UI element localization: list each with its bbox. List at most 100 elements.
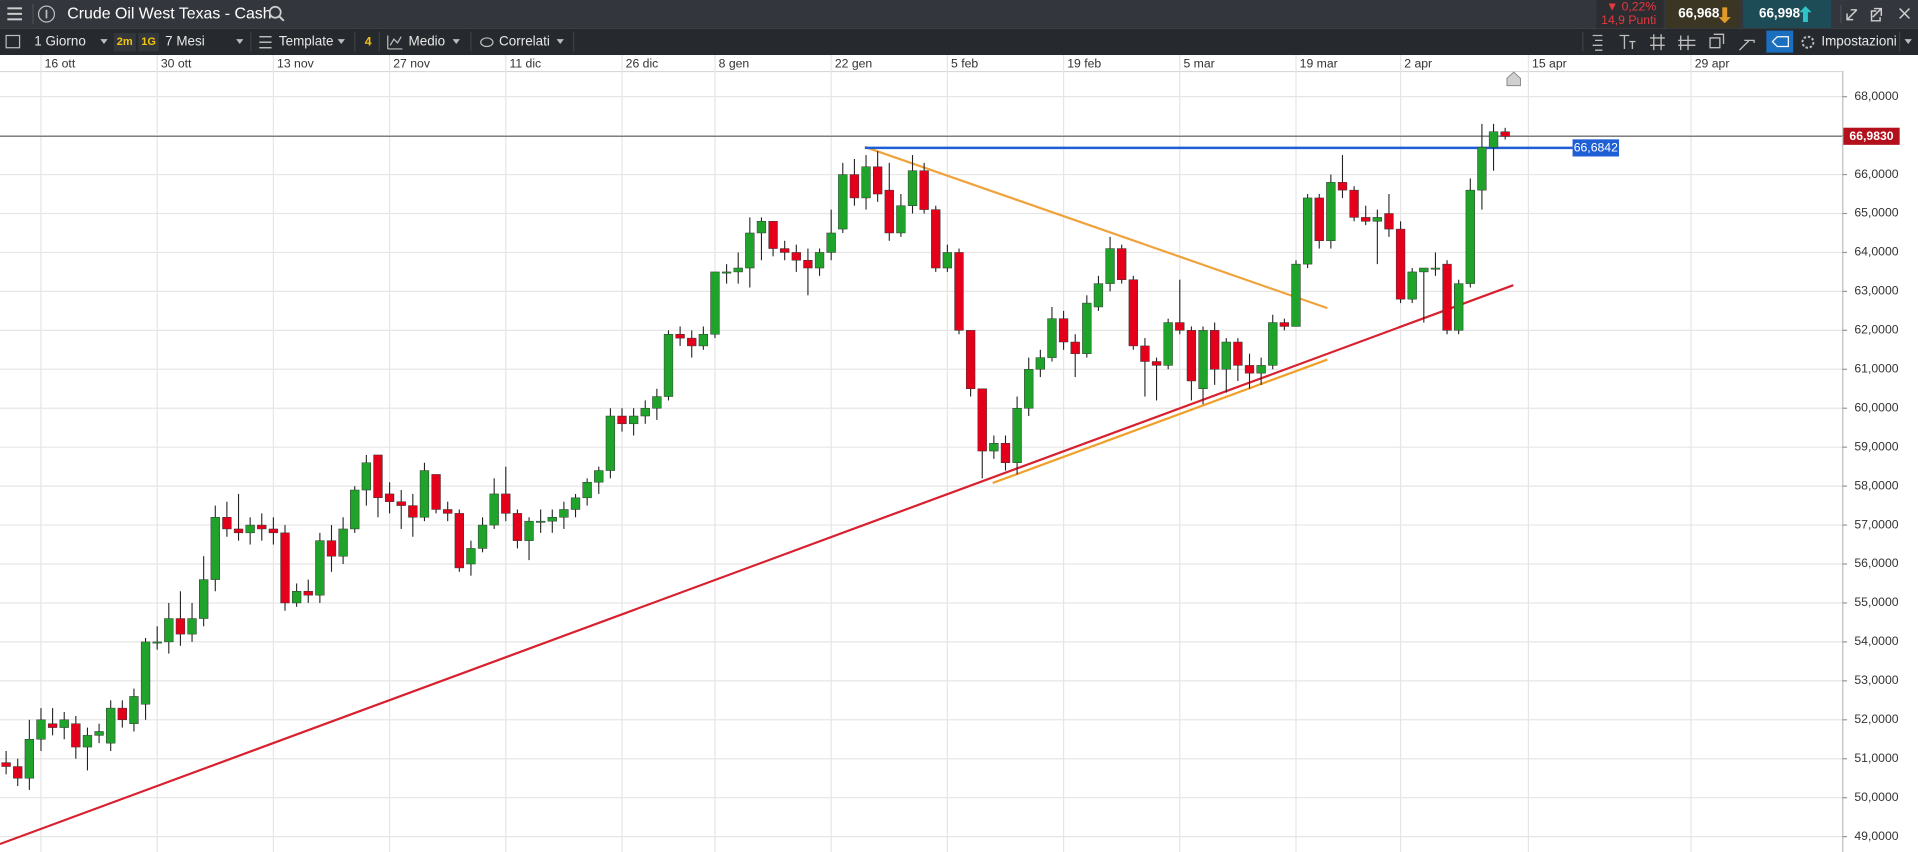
candle-body [443,509,453,514]
candle-body [140,641,151,705]
buy-button[interactable] [1743,0,1832,29]
candle-body [1337,182,1348,191]
interval-chip[interactable]: 1G [141,36,156,48]
grid-button[interactable] [1650,34,1665,51]
candle-body [47,723,58,728]
candle-body [1,762,11,767]
candle-body [175,618,186,635]
candle-body [745,232,755,269]
candle-body [384,493,395,502]
chip-bg [113,33,136,52]
candle-body [1302,197,1313,265]
minimize-button[interactable] [1846,9,1858,21]
panel-toggle[interactable] [5,34,21,49]
candle-body [1500,131,1510,137]
candle-body [884,189,894,234]
y-tick-label: 58,0000 [1854,478,1898,492]
candle-body [931,209,941,269]
tool-button[interactable] [1592,34,1603,51]
drawing-button[interactable] [1678,35,1696,51]
candle-body [1326,182,1336,242]
close-button[interactable] [1899,8,1910,19]
y-tick-label: 62,0000 [1854,323,1898,337]
candle-body [896,205,906,234]
dropdown-arrow [337,39,345,45]
interval-chip[interactable]: 2m [117,36,133,48]
layers-button[interactable] [1709,33,1725,49]
y-tick-label: 65,0000 [1854,206,1898,220]
candle-body [698,333,708,347]
candle-body [1372,217,1382,222]
candle-body [547,517,557,522]
candle-body [1082,302,1092,354]
candle-body [117,707,127,721]
candle-body [559,509,569,518]
candle-body [106,707,116,744]
text-tool-button[interactable] [1619,34,1636,49]
y-tick-label: 51,0000 [1854,751,1898,765]
candle-body [977,388,987,452]
y-tick-label: 63,0000 [1854,284,1898,298]
buy-arrow [1799,6,1812,23]
candle-body [710,271,720,335]
sell-price: 66,968 [1678,6,1720,21]
info-button[interactable] [37,5,56,23]
dropdown-arrow [556,39,564,45]
active-tool-button[interactable] [1766,30,1794,53]
candle-body [965,330,976,390]
candle-body [756,221,767,234]
candle-body [861,166,871,199]
cursor-button[interactable] [1738,39,1755,51]
candle-body [687,337,697,347]
candle-body [408,505,418,518]
candle-body [1210,330,1220,370]
candle-body [791,252,801,261]
candle-body [873,166,883,195]
candle-body [1430,267,1441,270]
candle-body [1035,357,1045,370]
candle-body [524,520,534,541]
candle-body [1186,330,1197,382]
candle-body [291,591,302,604]
indicator-select[interactable]: Medio [409,34,446,49]
candle-body [454,513,464,569]
change-box [1596,0,1664,29]
popout-button[interactable] [1870,7,1883,22]
price-level-tag [1572,139,1620,157]
candle-body [164,618,174,643]
candle-body [1070,341,1080,354]
candle-body [1256,365,1266,374]
candle-body [152,641,162,644]
interval-select[interactable]: 1 Giorno [34,34,86,49]
candle-body [222,517,232,530]
candle-body [1128,279,1138,347]
x-tick-label: 29 apr [1695,56,1730,70]
trendline [992,358,1328,485]
sell-arrow [1718,7,1731,24]
related-select[interactable]: Correlati [499,34,550,49]
y-tick-label: 66,0000 [1854,167,1898,181]
candle-body [1419,267,1429,273]
candle-body [350,489,360,530]
x-tick-label: 5 mar [1183,56,1214,70]
tag-icon [1771,36,1789,48]
y-tick-label: 57,0000 [1854,517,1898,531]
candle-body [582,481,592,499]
y-tick-label: 59,0000 [1854,439,1898,453]
template-select[interactable]: Template [279,34,334,49]
range-select[interactable]: 7 Mesi [165,34,205,49]
settings-button[interactable]: Impostazioni [1821,34,1896,49]
home-marker[interactable] [1506,71,1521,87]
candle-body [187,618,197,635]
price-level-tag [1843,127,1900,145]
candle-body [1488,131,1499,148]
candle-body [849,174,860,199]
candle-body [1454,283,1464,331]
menu-button[interactable] [7,7,23,21]
search-button[interactable] [268,5,285,22]
related-icon [480,37,494,48]
candle-body [989,443,999,452]
x-tick-label: 19 feb [1067,56,1101,70]
candle-body [803,259,813,269]
indicator-count: 4 [365,34,372,48]
